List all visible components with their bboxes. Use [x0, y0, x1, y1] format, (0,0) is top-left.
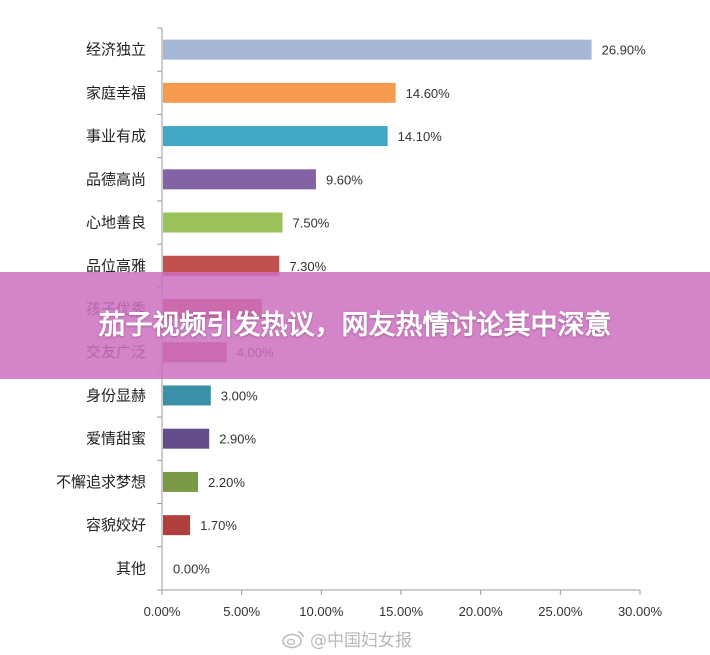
bar [163, 515, 191, 536]
category-label: 经济独立 [86, 41, 146, 59]
data-label: 2.90% [219, 432, 256, 447]
bar [163, 82, 396, 103]
weibo-icon [282, 630, 304, 648]
category-label: 品德高尚 [86, 170, 146, 188]
data-label: 3.00% [221, 388, 258, 403]
category-label: 品位高雅 [86, 257, 146, 275]
bar [163, 471, 199, 492]
data-label: 14.60% [406, 86, 451, 101]
bar [163, 212, 283, 233]
data-label: 7.30% [289, 259, 326, 274]
category-label: 身份显赫 [86, 386, 146, 404]
data-label: 9.60% [326, 172, 363, 187]
category-label: 心地善良 [86, 214, 146, 232]
category-label: 事业有成 [86, 127, 146, 145]
x-tick-label: 5.00% [223, 604, 260, 619]
bar [163, 169, 316, 190]
x-tick-label: 15.00% [379, 604, 424, 619]
x-tick-label: 25.00% [538, 604, 583, 619]
category-label: 家庭幸福 [86, 84, 146, 102]
x-tick-label: 0.00% [144, 604, 181, 619]
category-label: 不懈追求梦想 [56, 473, 146, 491]
bar [163, 39, 592, 60]
data-label: 0.00% [173, 561, 210, 576]
category-label: 爱情甜蜜 [86, 430, 146, 448]
bar [163, 428, 210, 449]
category-label: 容貌姣好 [86, 516, 146, 534]
banner-title: 茄子视频引发热议，网友热情讨论其中深意 [98, 309, 612, 341]
data-label: 26.90% [602, 43, 647, 58]
data-label: 14.10% [398, 129, 443, 144]
x-tick-label: 10.00% [299, 604, 344, 619]
title-banner: 茄子视频引发热议，网友热情讨论其中深意 [0, 272, 710, 379]
watermark-text: @中国妇女报 [310, 631, 412, 651]
bar [163, 255, 280, 276]
watermark: @中国妇女报 [282, 626, 412, 651]
data-label: 1.70% [200, 518, 237, 533]
data-label: 7.50% [293, 216, 330, 231]
bar [163, 385, 211, 406]
bar [163, 126, 388, 147]
x-tick-label: 20.00% [459, 604, 504, 619]
x-tick-label: 30.00% [618, 604, 663, 619]
category-label: 其他 [116, 559, 146, 577]
data-label: 2.20% [208, 475, 245, 490]
